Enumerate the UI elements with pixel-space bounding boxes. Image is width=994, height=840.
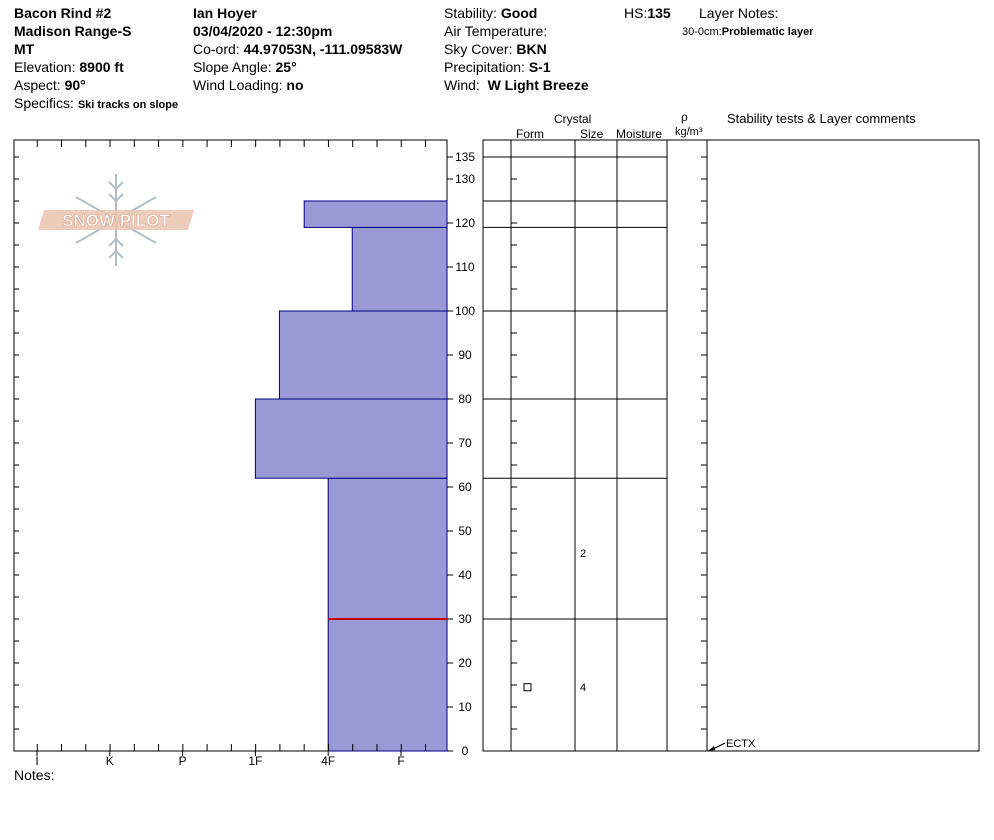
height-tick-label: 120 (455, 216, 475, 230)
air-temperature: Air Temperature: (444, 23, 548, 39)
height-tick-label: 10 (458, 700, 472, 714)
wind: Wind: W Light Breeze (444, 77, 589, 93)
observer: Ian Hoyer (193, 5, 257, 21)
crystal-size-label: 2 (580, 548, 586, 560)
col-stability: Stability tests & Layer comments (727, 111, 916, 126)
height-tick-label: 0 (462, 744, 469, 758)
layer-grid-frame (482, 139, 980, 752)
col-rho: ρ (681, 110, 688, 124)
hardness-bar (327, 618, 448, 752)
layer-note: 30-0cm:Problematic layer (682, 26, 814, 38)
height-tick-label: 110 (455, 260, 474, 274)
stability-test-arrowhead (708, 746, 715, 751)
hardness-tick-label: F (397, 754, 404, 768)
height-tick-label: 20 (458, 656, 472, 670)
col-crystal: Crystal (554, 112, 592, 126)
coordinates: Co-ord: 44.97053N, -111.09583W (193, 41, 403, 57)
notes-label: Notes: (14, 767, 55, 783)
hardness-bar (254, 398, 448, 479)
col-form: Form (516, 127, 544, 141)
hardness-tick-label: 1F (248, 754, 262, 768)
col-moisture: Moisture (616, 127, 663, 141)
hardness-tick-label: 4F (321, 754, 335, 768)
hardness-bar (278, 310, 448, 400)
hs: HS:135 (624, 5, 671, 21)
pit-name: Bacon Rind #2 (14, 5, 112, 21)
elevation: Elevation: 8900 ft (14, 59, 124, 75)
hardness-tick-label: I (35, 754, 38, 768)
hardness-bar (327, 477, 448, 620)
height-tick-label: 50 (458, 524, 472, 538)
height-tick-label: 90 (458, 348, 472, 362)
datetime: 03/04/2020 - 12:30pm (193, 23, 333, 39)
crystal-size-label: 4 (580, 682, 586, 694)
hardness-bar (303, 200, 448, 228)
hardness-bar (351, 226, 448, 312)
height-tick-label: 80 (458, 392, 472, 406)
col-density-unit: kg/m³ (675, 126, 703, 138)
height-tick-label: 40 (458, 568, 472, 582)
height-tick-label: 100 (455, 304, 475, 318)
hardness-tick-label: K (106, 754, 114, 768)
snowpilot-logo: SNOW PILOT (38, 174, 194, 266)
col-size: Size (580, 127, 604, 141)
range-name: Madison Range-S (14, 23, 132, 39)
height-tick-label: 130 (455, 172, 475, 186)
layer-notes-label: Layer Notes: (699, 5, 779, 21)
height-tick-label: 60 (458, 480, 472, 494)
height-tick-label: 70 (458, 436, 472, 450)
height-tick-label: 30 (458, 612, 472, 626)
stability: Stability: Good (444, 5, 538, 21)
precipitation: Precipitation: S-1 (444, 59, 551, 75)
specifics: Specifics: Ski tracks on slope (14, 95, 179, 111)
aspect: Aspect: 90° (14, 77, 86, 93)
stability-test-label: ECTX (726, 738, 756, 750)
slope-angle: Slope Angle: 25° (193, 59, 297, 75)
logo-text: SNOW PILOT (62, 211, 170, 230)
sky-cover: Sky Cover: BKN (444, 41, 547, 57)
hardness-tick-label: P (179, 754, 187, 768)
wind-loading: Wind Loading: no (193, 77, 304, 93)
height-tick-label: 135 (455, 150, 475, 164)
crystal-form-facet-icon (523, 683, 532, 692)
state-name: MT (14, 41, 35, 57)
